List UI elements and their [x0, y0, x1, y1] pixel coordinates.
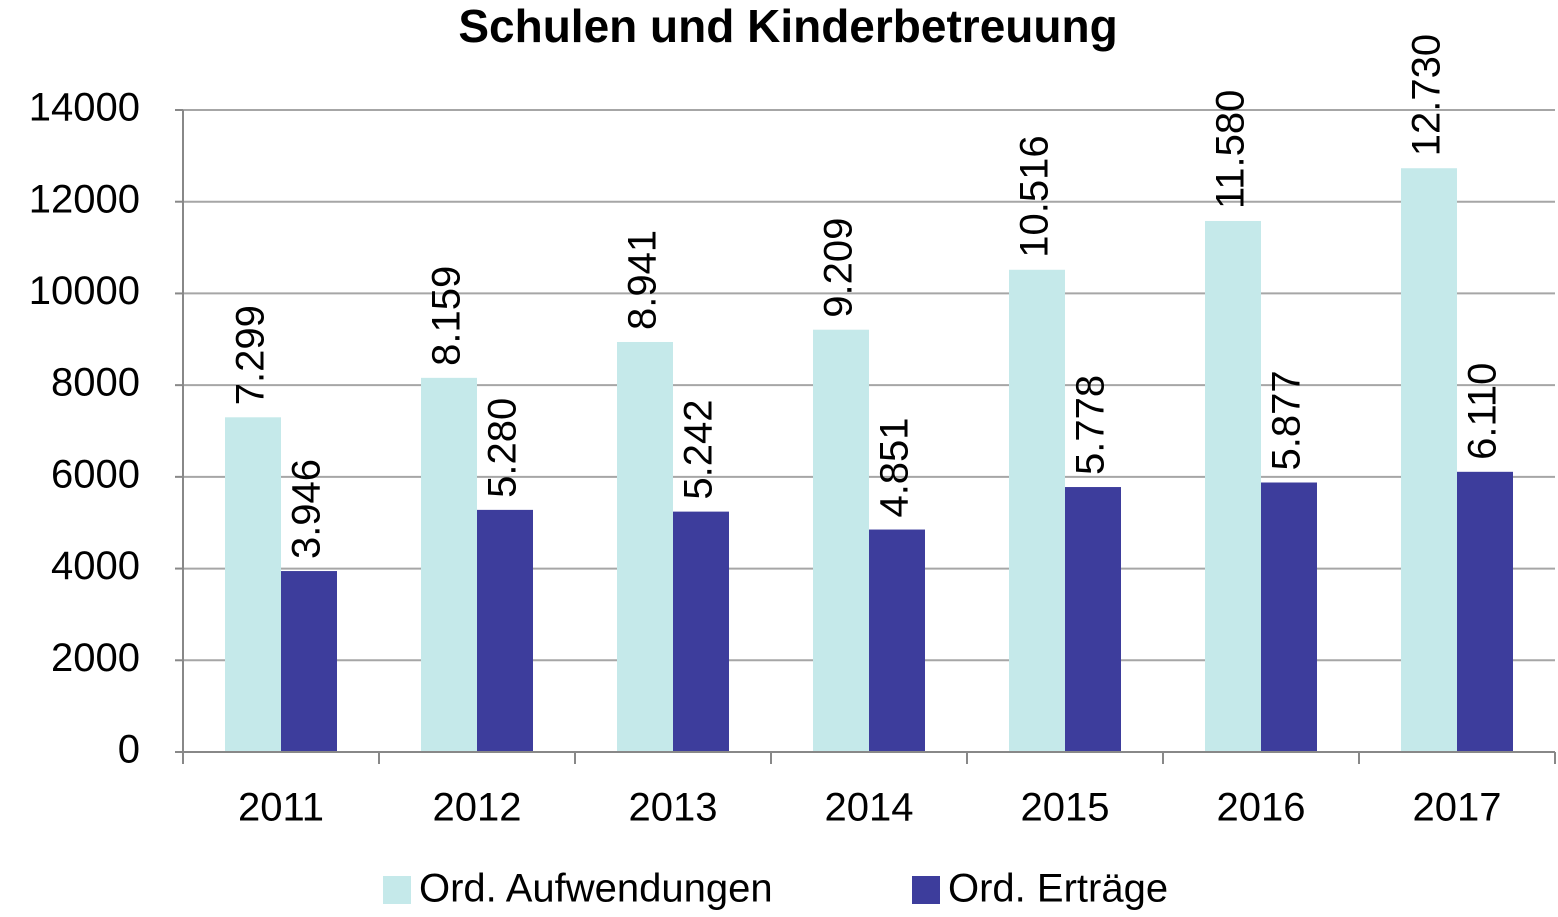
value-label: 5.877: [1265, 370, 1309, 470]
y-tick-label: 14000: [29, 86, 140, 130]
y-tick-label: 0: [118, 728, 140, 772]
value-label: 12.730: [1405, 34, 1449, 156]
bar: [673, 511, 729, 752]
bar: [421, 377, 477, 752]
x-tick-label: 2013: [629, 786, 718, 830]
x-tick-label: 2016: [1217, 786, 1306, 830]
value-label: 8.159: [425, 266, 469, 366]
value-label: 8.941: [621, 230, 665, 330]
bar: [477, 509, 533, 752]
value-label: 4.851: [873, 417, 917, 517]
value-label: 11.580: [1209, 90, 1253, 209]
bar: [617, 341, 673, 752]
y-tick-label: 2000: [51, 636, 140, 680]
value-label: 5.280: [481, 398, 525, 498]
bar: [1261, 482, 1317, 752]
bar: [281, 571, 337, 752]
value-label: 9.209: [817, 218, 861, 318]
y-tick-label: 10000: [29, 269, 140, 313]
value-label: 5.242: [677, 400, 721, 500]
value-label: 10.516: [1013, 135, 1057, 257]
y-tick-label: 12000: [29, 177, 140, 221]
y-tick-label: 4000: [51, 544, 140, 588]
chart-title: Schulen und Kinderbetreuung: [458, 0, 1117, 52]
bar: [869, 529, 925, 752]
bar: [1205, 220, 1261, 752]
bar: [1065, 487, 1121, 752]
legend-swatch: [383, 876, 411, 904]
value-label: 6.110: [1461, 363, 1505, 460]
value-label: 3.946: [285, 459, 329, 559]
x-tick-label: 2015: [1021, 786, 1110, 830]
legend-label: Ord. Erträge: [948, 867, 1168, 911]
value-label: 7.299: [229, 305, 273, 405]
x-tick-label: 2012: [433, 786, 522, 830]
value-label: 5.778: [1069, 375, 1113, 475]
y-tick-label: 6000: [51, 452, 140, 496]
legend-label: Ord. Aufwendungen: [419, 867, 773, 911]
y-tick-label: 8000: [51, 361, 140, 405]
bar: [225, 417, 281, 752]
x-tick-label: 2017: [1413, 786, 1502, 830]
x-tick-label: 2011: [238, 786, 324, 830]
bar: [813, 329, 869, 752]
legend-swatch: [912, 876, 940, 904]
x-tick-label: 2014: [825, 786, 914, 830]
bar: [1401, 168, 1457, 752]
bar: [1009, 269, 1065, 752]
bar: [1457, 471, 1513, 752]
